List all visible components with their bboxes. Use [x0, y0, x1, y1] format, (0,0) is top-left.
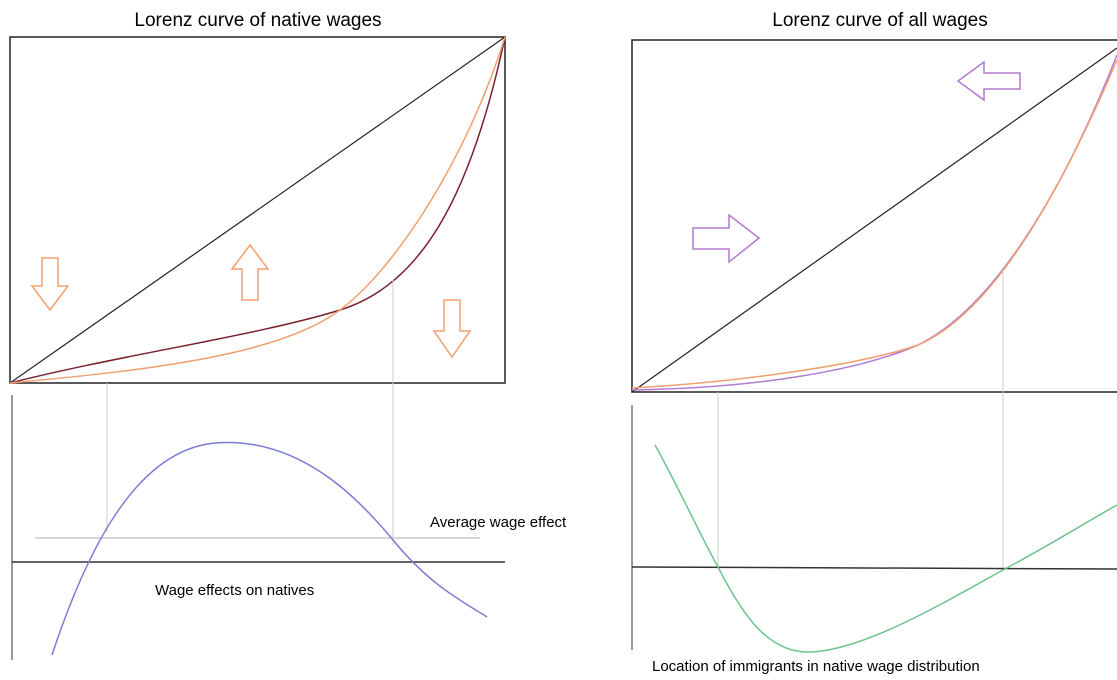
- lorenz-curve-after: [631, 59, 1117, 389]
- lorenz-box: [9, 36, 506, 384]
- axis: [631, 566, 1117, 570]
- panel-title: Lorenz curve of all wages: [772, 10, 987, 31]
- lorenz-box: [631, 39, 1117, 393]
- equality-line: [631, 47, 1117, 393]
- lorenz-curve-after: [9, 36, 506, 384]
- arrow-up: [230, 243, 270, 301]
- arrow-down: [432, 299, 472, 359]
- location-curve: [654, 444, 1117, 653]
- arrow-right: [692, 213, 761, 264]
- annotation: Average wage effect: [430, 514, 567, 531]
- annotation: Wage effects on natives: [155, 582, 314, 599]
- panel-title: Lorenz curve of native wages: [134, 10, 381, 31]
- arrow-down: [30, 257, 70, 312]
- arrow-left: [956, 60, 1021, 102]
- annotation: Location of immigrants in native wage di…: [652, 658, 980, 675]
- equality-line: [9, 36, 506, 384]
- wage-effect-curve: [51, 441, 488, 656]
